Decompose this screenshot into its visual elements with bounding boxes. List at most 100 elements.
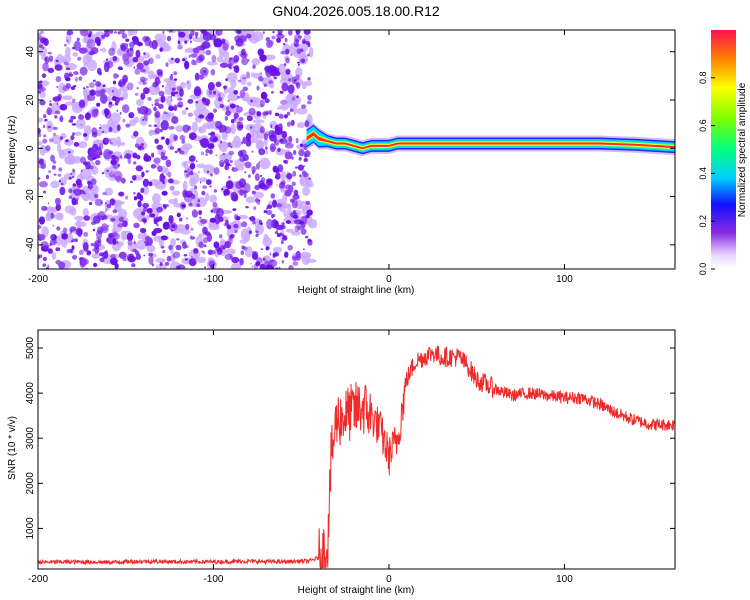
noise-speckle [288,264,294,269]
noise-speckle [165,62,169,67]
noise-speckle [186,79,192,91]
noise-speckle [264,65,271,72]
noise-speckle [40,30,44,34]
noise-speckle [54,115,58,119]
noise-speckle [259,157,271,170]
noise-speckle [235,106,244,113]
noise-speckle [283,159,287,164]
chart-title: GN04.2026.005.18.00.R12 [272,3,440,19]
noise-speckle [278,113,284,119]
noise-speckle [198,210,202,216]
noise-speckle [248,217,251,220]
noise-speckle [174,150,178,154]
noise-speckle [92,79,96,83]
noise-speckle [157,103,164,109]
noise-speckle [55,59,59,63]
noise-speckle [193,60,198,66]
noise-speckle [96,226,104,235]
noise-speckle [252,119,265,124]
noise-speckle [101,47,107,53]
noise-speckle [304,153,307,158]
noise-speckle [117,223,124,228]
noise-speckle [90,243,95,247]
noise-speckle [307,94,313,101]
noise-speckle [285,184,291,190]
noise-speckle [230,79,237,89]
noise-speckle [257,48,265,56]
noise-speckle [202,185,207,189]
noise-speckle [94,198,104,206]
noise-speckle [256,85,260,91]
noise-speckle [223,222,228,227]
noise-speckle [286,121,292,127]
noise-speckle [63,72,70,80]
noise-speckle [47,264,50,268]
noise-speckle [203,164,215,175]
noise-speckle [287,84,295,94]
noise-speckle [54,197,61,205]
noise-speckle [122,118,126,123]
snr-x-tick-label: -200 [28,574,48,585]
noise-speckle [173,71,178,76]
noise-speckle [227,237,233,245]
noise-speckle [101,130,105,134]
noise-speckle [78,249,84,256]
noise-speckle [49,238,57,246]
noise-speckle [75,118,86,130]
noise-speckle [226,106,230,111]
noise-speckle [221,131,228,141]
noise-speckle [106,118,116,131]
noise-speckle [93,242,100,250]
noise-speckle [259,174,263,177]
noise-speckle [184,258,189,261]
noise-speckle [44,57,47,62]
noise-speckle [38,141,43,146]
noise-speckle [265,36,271,42]
noise-speckle [39,80,43,83]
noise-speckle [68,176,72,180]
noise-speckle [64,101,75,106]
noise-speckle [277,33,285,39]
noise-speckle [128,112,135,119]
noise-speckle [106,203,112,209]
noise-speckle [293,215,299,219]
noise-speckle [71,254,78,260]
noise-speckle [103,137,112,143]
noise-speckle [280,180,286,185]
noise-speckle [198,74,205,80]
noise-speckle [38,254,43,259]
noise-speckle [159,128,163,133]
noise-speckle [46,107,52,116]
noise-speckle [177,40,181,45]
spectrogram-y-tick-label: 20 [25,94,36,106]
noise-speckle [239,188,244,197]
noise-speckle [112,55,118,62]
noise-speckle [239,89,246,99]
noise-speckle [184,40,188,45]
noise-speckle [52,132,57,136]
noise-speckle [234,213,239,221]
noise-speckle [293,189,299,196]
noise-speckle [96,67,102,75]
noise-speckle [228,150,235,156]
noise-speckle [265,246,269,251]
noise-speckle [150,163,157,169]
noise-speckle [238,124,244,129]
noise-speckle [268,259,278,268]
noise-speckle [196,256,207,264]
noise-speckle [168,30,174,33]
noise-speckle [119,155,123,159]
noise-speckle [299,251,312,260]
noise-speckle [191,121,198,133]
noise-speckle [279,90,284,94]
noise-speckle [56,212,64,221]
snr-x-tick-label: 0 [386,574,392,585]
noise-speckle [244,161,252,169]
noise-speckle [298,149,305,157]
noise-speckle [109,137,118,147]
noise-speckle [198,177,208,182]
noise-speckle [120,30,125,35]
noise-speckle [66,30,74,36]
noise-speckle [305,214,310,219]
noise-speckle [280,50,286,55]
